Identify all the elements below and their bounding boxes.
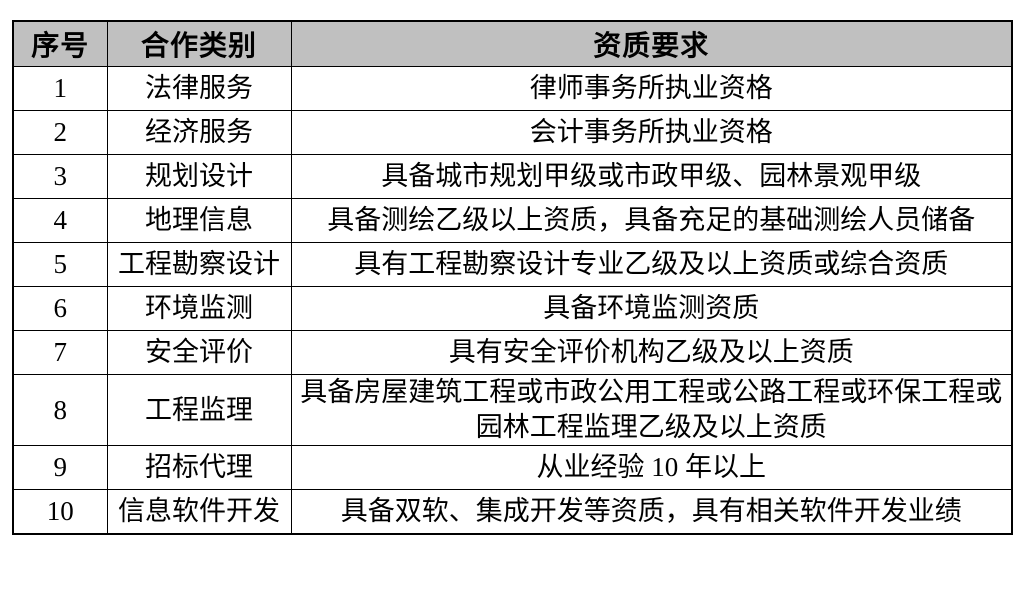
table-row: 3 规划设计 具备城市规划甲级或市政甲级、园林景观甲级 <box>12 154 1013 199</box>
cell-number: 6 <box>12 286 108 331</box>
cell-requirement: 具备城市规划甲级或市政甲级、园林景观甲级 <box>290 154 1013 199</box>
cell-requirement: 具备房屋建筑工程或市政公用工程或公路工程或环保工程或园林工程监理乙级及以上资质 <box>290 374 1013 446</box>
header-cell-category: 合作类别 <box>106 20 292 67</box>
cell-requirement: 会计事务所执业资格 <box>290 110 1013 155</box>
header-cell-requirement: 资质要求 <box>290 20 1013 67</box>
table-row: 1 法律服务 律师事务所执业资格 <box>12 66 1013 111</box>
table-row: 2 经济服务 会计事务所执业资格 <box>12 110 1013 155</box>
cell-number: 7 <box>12 330 108 375</box>
cell-number: 9 <box>12 445 108 490</box>
cell-number: 3 <box>12 154 108 199</box>
cell-requirement: 律师事务所执业资格 <box>290 66 1013 111</box>
header-cell-number: 序号 <box>12 20 108 67</box>
cell-category: 信息软件开发 <box>106 489 292 535</box>
table-body: 1 法律服务 律师事务所执业资格 2 经济服务 会计事务所执业资格 3 规划设计 具备城市规划甲… <box>12 66 1013 535</box>
header-row: 序号 合作类别 资质要求 <box>12 20 1013 67</box>
cell-category: 环境监测 <box>106 286 292 331</box>
table-header: 序号 合作类别 资质要求 <box>12 20 1013 67</box>
cell-category: 工程勘察设计 <box>106 242 292 287</box>
cell-number: 10 <box>12 489 108 535</box>
table-row: 7 安全评价 具有安全评价机构乙级及以上资质 <box>12 330 1013 375</box>
qualification-requirements-table: 序号 合作类别 资质要求 1 法律服务 律师事务所执业资格 2 经济服务 会计事务所执业资… <box>12 20 1013 535</box>
table-row: 9 招标代理 从业经验 10 年以上 <box>12 445 1013 490</box>
cell-number: 5 <box>12 242 108 287</box>
cell-category: 招标代理 <box>106 445 292 490</box>
cell-category: 规划设计 <box>106 154 292 199</box>
table-row: 4 地理信息 具备测绘乙级以上资质，具备充足的基础测绘人员储备 <box>12 198 1013 243</box>
cell-requirement: 具有工程勘察设计专业乙级及以上资质或综合资质 <box>290 242 1013 287</box>
table-row: 5 工程勘察设计 具有工程勘察设计专业乙级及以上资质或综合资质 <box>12 242 1013 287</box>
cell-category: 安全评价 <box>106 330 292 375</box>
table-row: 10 信息软件开发 具备双软、集成开发等资质，具有相关软件开发业绩 <box>12 489 1013 535</box>
cell-category: 工程监理 <box>106 374 292 446</box>
cell-requirement: 具有安全评价机构乙级及以上资质 <box>290 330 1013 375</box>
cell-number: 1 <box>12 66 108 111</box>
cell-number: 4 <box>12 198 108 243</box>
cell-category: 地理信息 <box>106 198 292 243</box>
cell-requirement: 具备环境监测资质 <box>290 286 1013 331</box>
table-row: 6 环境监测 具备环境监测资质 <box>12 286 1013 331</box>
cell-number: 2 <box>12 110 108 155</box>
table-row: 8 工程监理 具备房屋建筑工程或市政公用工程或公路工程或环保工程或园林工程监理乙级及… <box>12 374 1013 446</box>
cell-requirement: 具备测绘乙级以上资质，具备充足的基础测绘人员储备 <box>290 198 1013 243</box>
cell-requirement: 从业经验 10 年以上 <box>290 445 1013 490</box>
cell-category: 法律服务 <box>106 66 292 111</box>
cell-number: 8 <box>12 374 108 446</box>
cell-category: 经济服务 <box>106 110 292 155</box>
cell-requirement: 具备双软、集成开发等资质，具有相关软件开发业绩 <box>290 489 1013 535</box>
